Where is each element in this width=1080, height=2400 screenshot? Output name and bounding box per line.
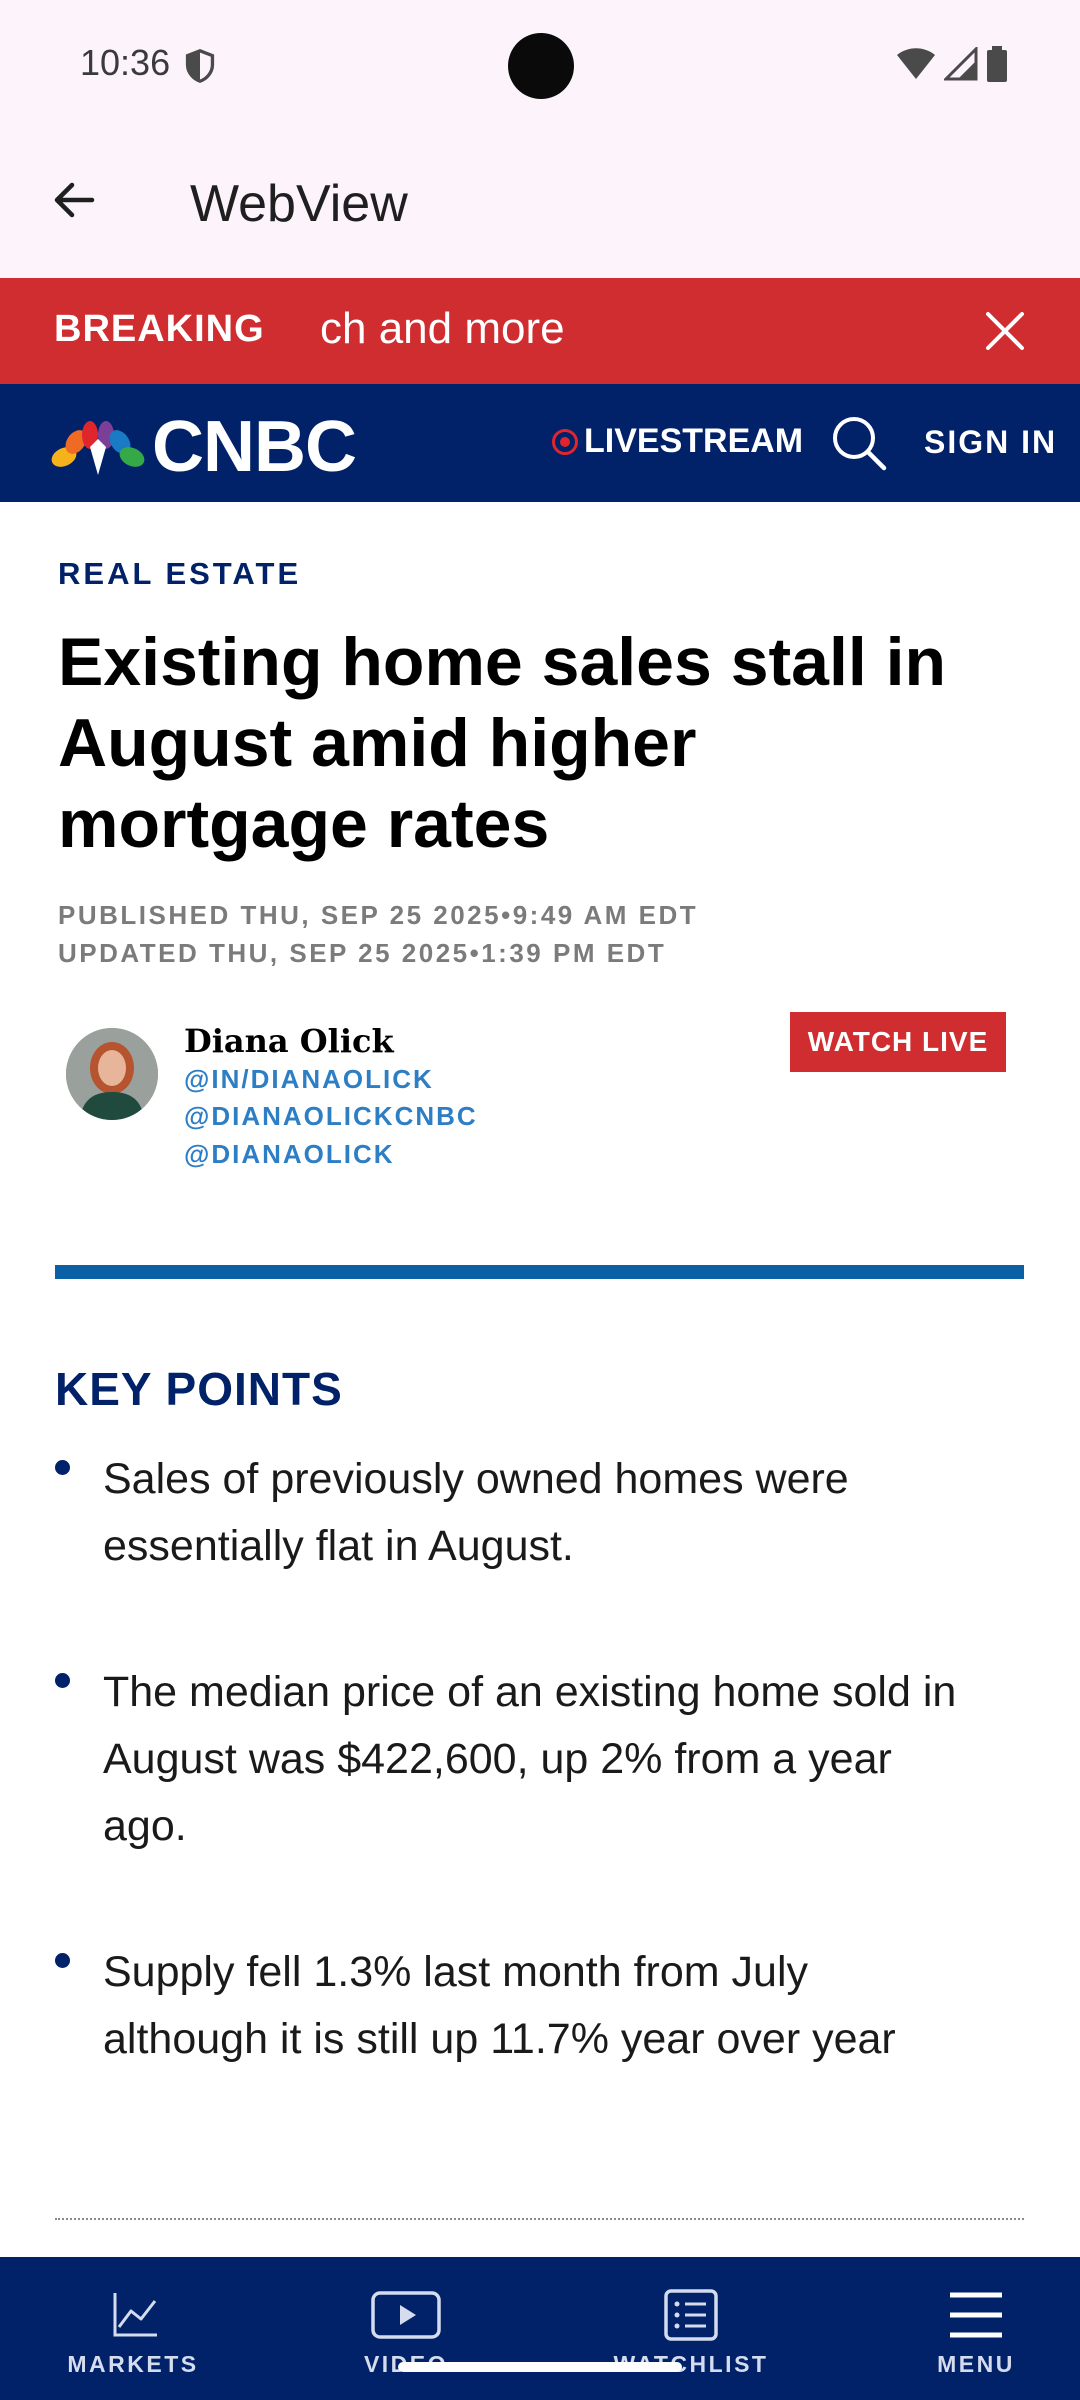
search-icon[interactable] bbox=[830, 414, 888, 472]
breaking-label: BREAKING bbox=[54, 308, 265, 350]
published-date: PUBLISHED THU, SEP 25 2025•9:49 AM EDT bbox=[58, 900, 699, 930]
nav-menu[interactable]: MENU bbox=[876, 2257, 1076, 2400]
section-divider bbox=[55, 1265, 1024, 1279]
cnbc-logo[interactable]: CNBC bbox=[50, 406, 357, 488]
nav-markets[interactable]: MARKETS bbox=[33, 2257, 233, 2400]
list-icon bbox=[664, 2289, 718, 2341]
cnbc-wordmark: CNBC bbox=[152, 407, 357, 487]
play-icon bbox=[371, 2291, 441, 2339]
bullet-dot bbox=[55, 1460, 70, 1475]
article-category[interactable]: REAL ESTATE bbox=[58, 556, 302, 591]
dotted-separator bbox=[55, 2218, 1024, 2220]
site-header: CNBC LIVESTREAM SIGN IN bbox=[0, 384, 1080, 502]
camera-cutout bbox=[508, 33, 574, 99]
hamburger-icon bbox=[950, 2292, 1002, 2338]
livestream-button[interactable]: LIVESTREAM bbox=[552, 422, 803, 461]
author-social-link[interactable]: @DIANAOLICK bbox=[184, 1139, 395, 1169]
livestream-label: LIVESTREAM bbox=[584, 422, 804, 460]
nav-watchlist[interactable]: WATCHLIST bbox=[591, 2257, 791, 2400]
breaking-ticker-text[interactable]: ch and more bbox=[320, 304, 565, 353]
status-time: 10:36 bbox=[80, 42, 171, 83]
signal-icon bbox=[944, 47, 978, 81]
back-arrow-icon[interactable] bbox=[44, 170, 104, 230]
article-dates: PUBLISHED THU, SEP 25 2025•9:49 AM EDT U… bbox=[58, 896, 698, 972]
bullet-dot bbox=[55, 1953, 70, 1968]
breaking-banner[interactable]: BREAKING ch and more bbox=[0, 278, 1080, 384]
bullet-dot bbox=[55, 1673, 70, 1688]
key-points-title: KEY POINTS bbox=[55, 1363, 343, 1415]
sign-in-button[interactable]: SIGN IN bbox=[924, 424, 1058, 460]
status-bar: 10:36 bbox=[0, 0, 1080, 130]
status-icons bbox=[896, 46, 1008, 82]
key-point-item: The median price of an existing home sol… bbox=[103, 1668, 957, 1850]
key-point-item: Sales of previously owned homes were ess… bbox=[103, 1455, 849, 1570]
watch-live-button[interactable]: WATCH LIVE bbox=[790, 1012, 1006, 1072]
nav-video[interactable]: VIDEO bbox=[306, 2257, 506, 2400]
nav-label: MARKETS bbox=[67, 2351, 199, 2377]
bottom-navigation: MARKETS VIDEO WATCHLIST MENU bbox=[0, 2257, 1080, 2400]
key-point-item: Supply fell 1.3% last month from July al… bbox=[103, 1948, 896, 2063]
peacock-icon bbox=[51, 421, 145, 475]
battery-icon bbox=[987, 46, 1007, 82]
app-bar: WebView bbox=[0, 130, 1080, 278]
wifi-icon bbox=[897, 48, 935, 79]
author-name[interactable]: Diana Olick bbox=[184, 1022, 394, 1060]
app-title: WebView bbox=[190, 175, 408, 233]
updated-date: UPDATED THU, SEP 25 2025•1:39 PM EDT bbox=[58, 938, 667, 968]
nav-label: MENU bbox=[937, 2351, 1015, 2377]
article-headline: Existing home sales stall in August amid… bbox=[58, 624, 947, 862]
close-icon[interactable] bbox=[980, 306, 1030, 356]
live-indicator-icon bbox=[552, 428, 578, 455]
author-photo bbox=[66, 1028, 158, 1120]
chart-line-icon bbox=[113, 2293, 157, 2337]
author-linkedin-link[interactable]: @IN/DIANAOLICK bbox=[184, 1064, 434, 1094]
gesture-handle[interactable] bbox=[398, 2362, 682, 2372]
shield-icon bbox=[185, 48, 215, 83]
author-avatar[interactable] bbox=[66, 1028, 158, 1120]
author-twitter-link[interactable]: @DIANAOLICKCNBC bbox=[184, 1101, 478, 1131]
